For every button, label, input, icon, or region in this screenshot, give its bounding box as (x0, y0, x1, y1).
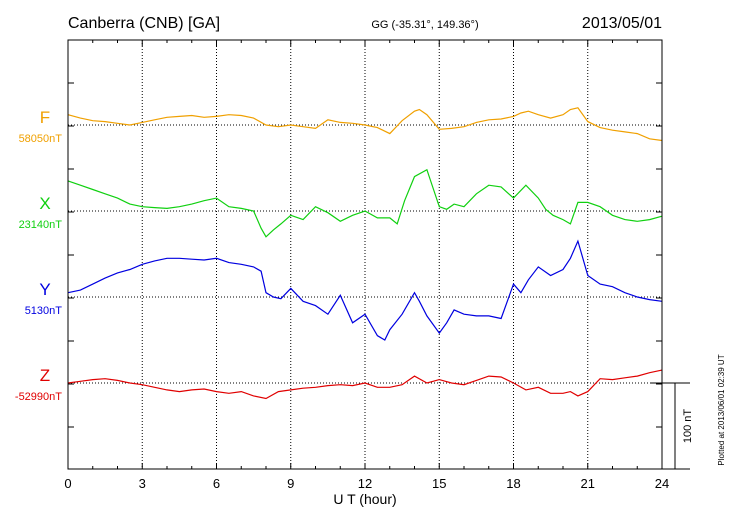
date-label: 2013/05/01 (582, 15, 662, 32)
series-name-x: X (39, 194, 50, 213)
series-baseline-value-z: -52990nT (15, 391, 62, 403)
x-tick-label: 21 (581, 476, 595, 491)
x-tick-label: 3 (139, 476, 146, 491)
x-tick-label: 24 (655, 476, 669, 491)
plot-frame (67, 39, 663, 470)
grid-lines (141, 40, 589, 469)
x-tick-label: 15 (432, 476, 446, 491)
scale-bar (650, 382, 690, 470)
x-tick-label: 12 (358, 476, 372, 491)
series-baseline-value-y: 5130nT (25, 305, 63, 317)
series-name-f: F (40, 108, 50, 127)
series-line-z (67, 369, 663, 400)
x-axis-label: U T (hour) (333, 491, 396, 507)
series-labels: F 58050nT X 23140nT Y 5130nT Z -52990nT (15, 108, 62, 403)
plotted-note: Plotted at 2013/06/01 02:39 UT (717, 354, 726, 465)
series-lines (67, 107, 663, 400)
series-line-y (67, 239, 663, 341)
series-line-x (67, 168, 663, 238)
coordinates-label: GG (-35.31°, 149.36°) (371, 19, 478, 31)
series-baseline-value-x: 23140nT (19, 219, 63, 231)
scale-bar-label: 100 nT (682, 409, 694, 444)
x-tick-label: 0 (64, 476, 71, 491)
x-tick-label: 18 (506, 476, 520, 491)
station-title: Canberra (CNB) [GA] (68, 15, 220, 32)
x-tick-label: 9 (287, 476, 294, 491)
series-name-z: Z (40, 366, 50, 385)
series-line-f (67, 107, 663, 142)
axis-ticks (67, 40, 663, 469)
series-name-y: Y (39, 280, 50, 299)
series-baseline-value-f: 58050nT (19, 133, 63, 145)
x-tick-label: 6 (213, 476, 220, 491)
